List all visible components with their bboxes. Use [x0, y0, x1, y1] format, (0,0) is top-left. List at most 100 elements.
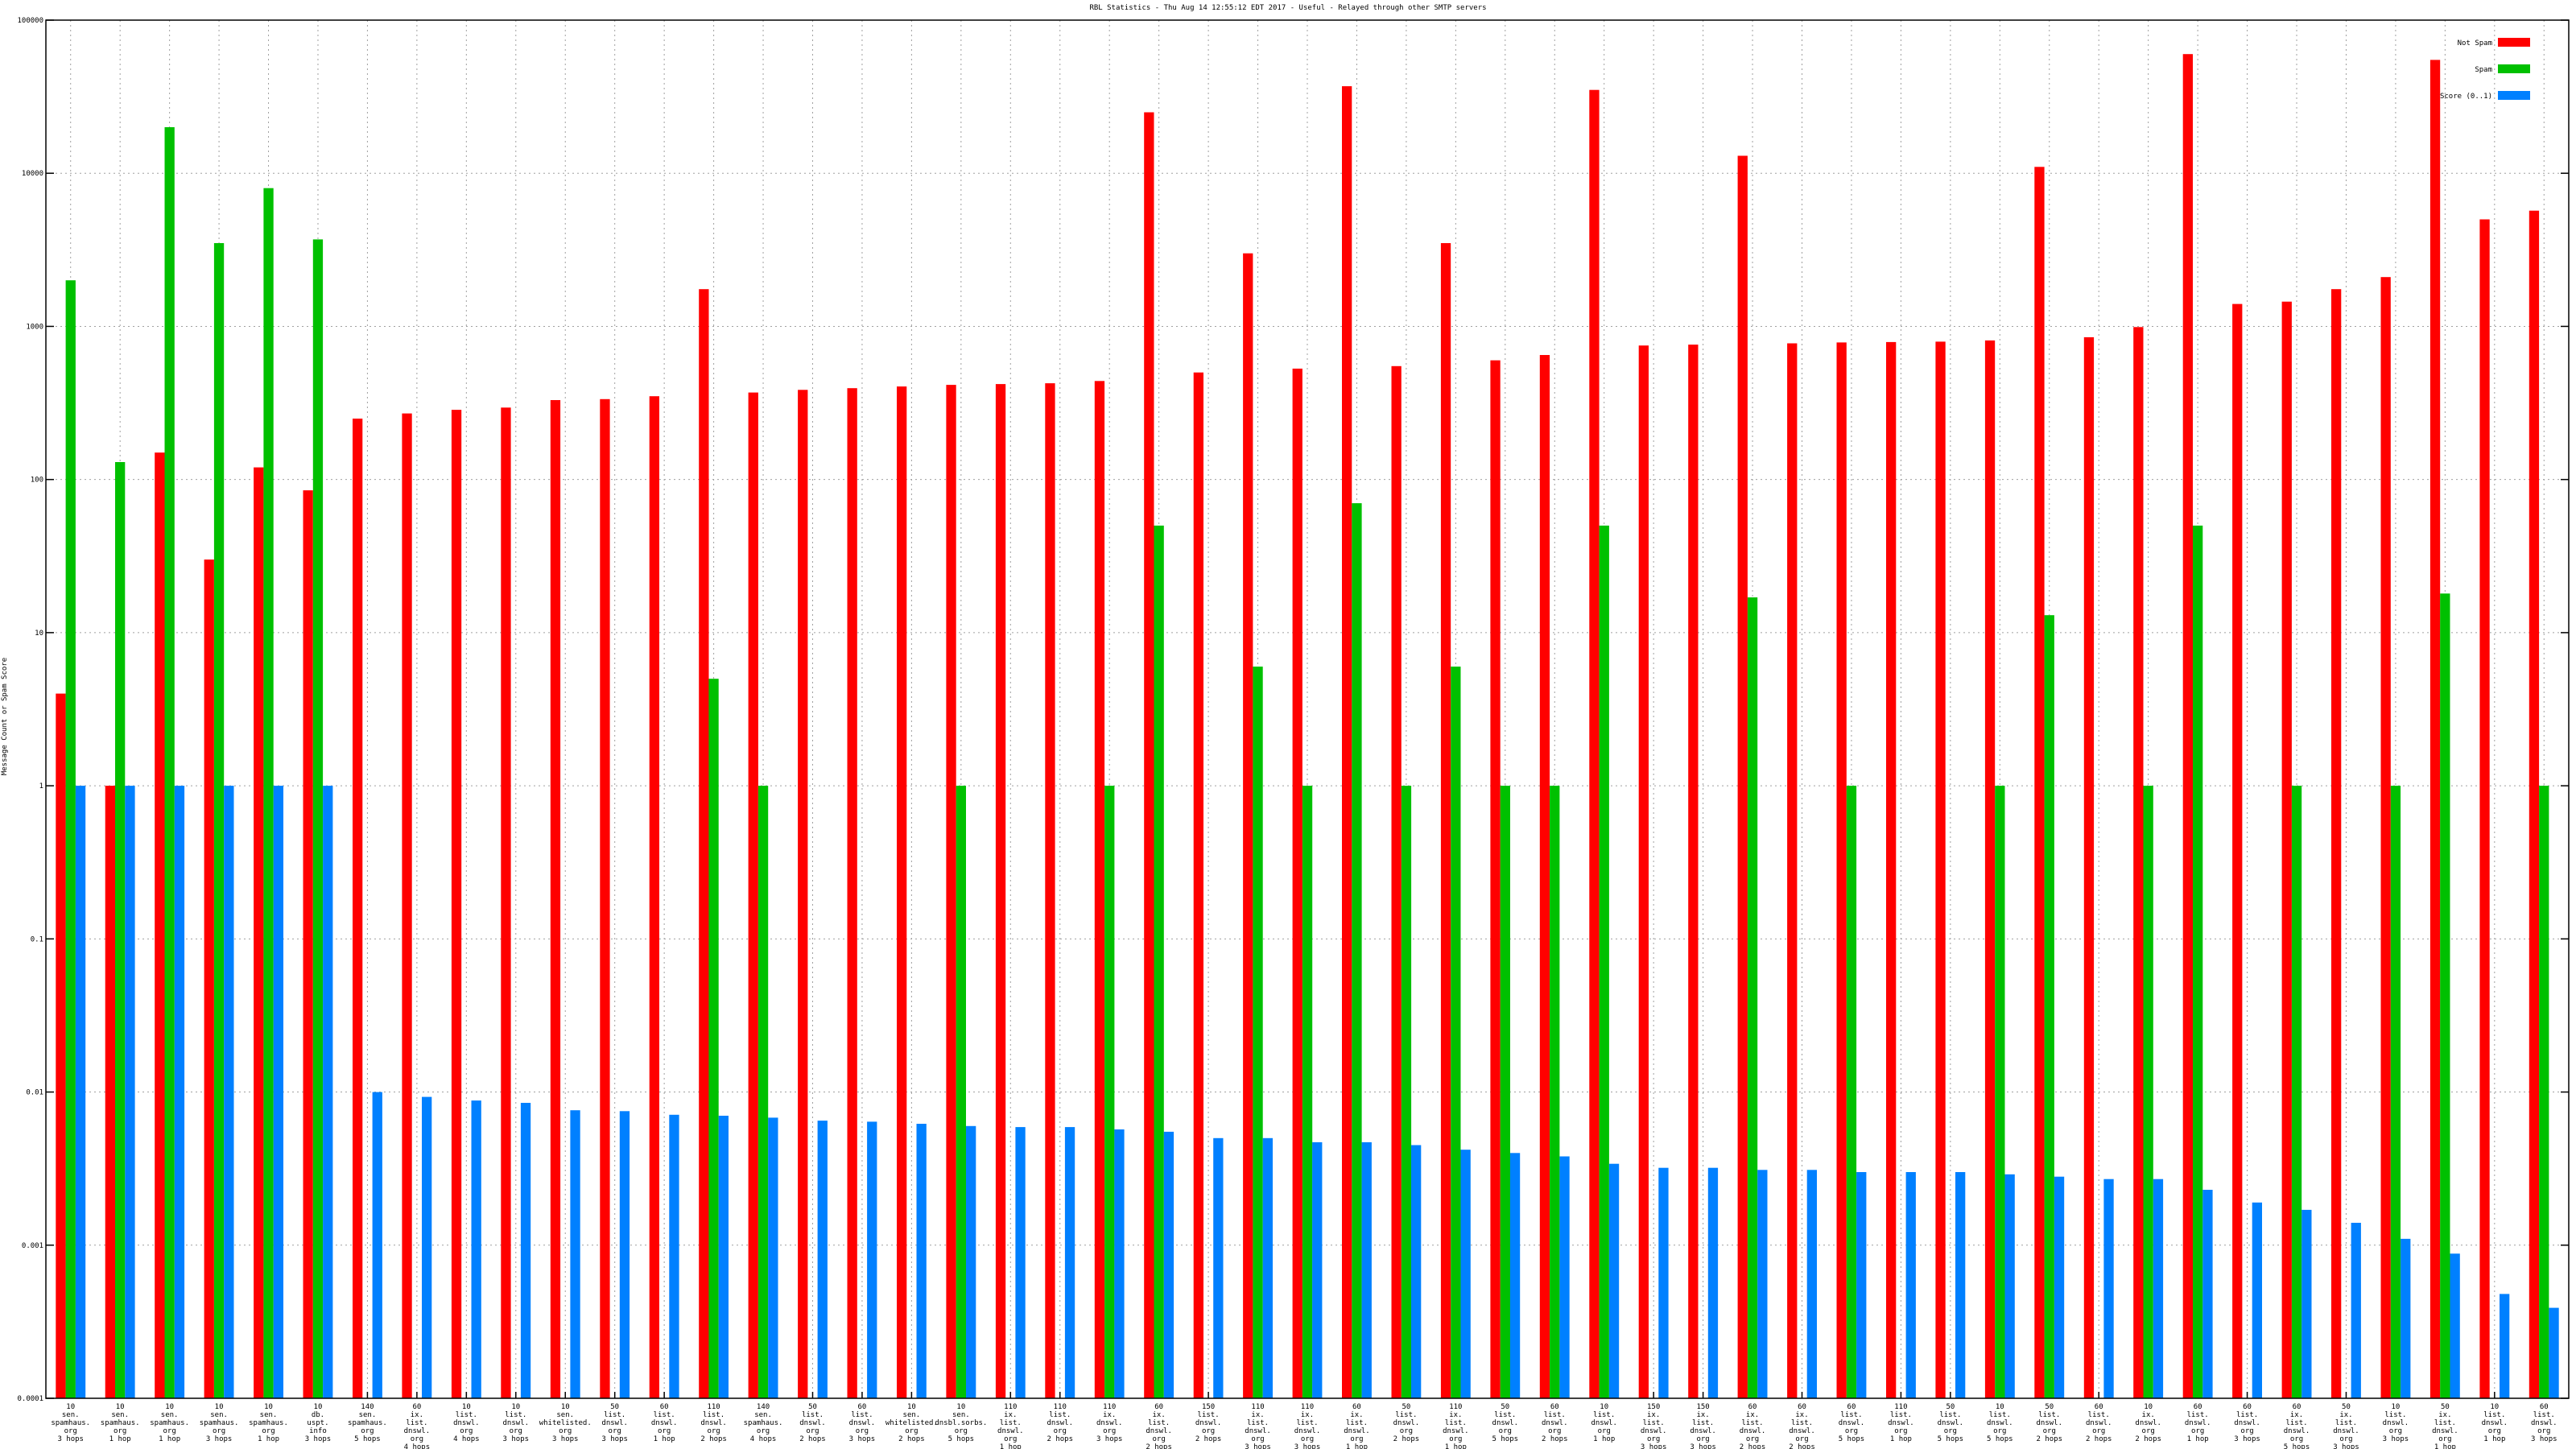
- bar-spam: [1550, 786, 1560, 1398]
- category-label: 10 sen. spamhaus. org 3 hops: [200, 1403, 239, 1443]
- chart-title: RBL Statistics - Thu Aug 14 12:55:12 EDT…: [1089, 4, 1486, 12]
- bar-not-spam: [600, 398, 610, 1398]
- bar-score-0-1: [1856, 1172, 1867, 1398]
- bar-not-spam: [1342, 86, 1352, 1399]
- bar-score-0-1: [2500, 1294, 2510, 1398]
- category-label: 110 list. dnswl. org 1 hop: [1888, 1403, 1914, 1443]
- category-label: 60 list. dnswl. org 3 hops: [2234, 1403, 2260, 1443]
- category-label: 150 list. dnswl. org 2 hops: [1195, 1403, 1222, 1443]
- bar-score-0-1: [372, 1092, 382, 1398]
- bar-score-0-1: [1213, 1137, 1224, 1398]
- category-label: 60 list. dnswl. org 2 hops: [1542, 1403, 1568, 1443]
- bar-not-spam: [2034, 167, 2045, 1398]
- category-label: 110 ix. dnswl. org 3 hops: [1096, 1403, 1123, 1443]
- category-label: 60 list. dnswl. org 2 hops: [2086, 1403, 2112, 1443]
- category-label: 60 ix. list. dnswl. org 5 hops: [2284, 1403, 2310, 1449]
- bar-spam: [2143, 786, 2153, 1398]
- bar-not-spam: [254, 467, 264, 1398]
- bar-score-0-1: [1559, 1156, 1570, 1398]
- bar-score-0-1: [1707, 1167, 1719, 1398]
- bar-not-spam: [501, 407, 511, 1398]
- bar-score-0-1: [669, 1114, 679, 1398]
- category-label: 60 ix. list. dnswl. org 4 hops: [404, 1403, 431, 1449]
- bar-not-spam: [995, 384, 1006, 1399]
- bar-score-0-1: [1658, 1167, 1669, 1398]
- bar-not-spam: [1836, 342, 1847, 1398]
- bar-not-spam: [1094, 381, 1105, 1398]
- bar-not-spam: [2133, 327, 2144, 1398]
- bar-spam: [758, 786, 769, 1398]
- bar-spam: [1995, 786, 2005, 1398]
- category-label: 10 sen. spamhaus. org 1 hop: [150, 1403, 189, 1443]
- bar-score-0-1: [1806, 1170, 1817, 1398]
- bar-not-spam: [946, 385, 956, 1399]
- bar-score-0-1: [2153, 1179, 2164, 1398]
- category-label: 60 list. dnswl. org 5 hops: [1839, 1403, 1865, 1443]
- category-label: 10 list. dnswl. org 1 hop: [2482, 1403, 2508, 1443]
- bar-not-spam: [1292, 368, 1302, 1398]
- bar-spam: [1747, 597, 1758, 1398]
- category-label: 110 ix. list. dnswl. org 3 hops: [1245, 1403, 1271, 1449]
- category-label: 10 db. uspt. info 3 hops: [305, 1403, 332, 1443]
- bar-score-0-1: [916, 1124, 927, 1398]
- category-label: 50 list. dnswl. org 3 hops: [601, 1403, 628, 1443]
- bar-not-spam: [451, 410, 462, 1399]
- category-label: 10 list. dnswl. org 4 hops: [453, 1403, 480, 1443]
- bar-spam: [164, 127, 175, 1398]
- bar-score-0-1: [1460, 1150, 1471, 1398]
- category-label: 10 sen. spamhaus. org 1 hop: [249, 1403, 288, 1443]
- bar-score-0-1: [2004, 1174, 2015, 1398]
- category-label: 60 list. dnswl. org 3 hops: [849, 1403, 876, 1443]
- bar-score-0-1: [323, 786, 333, 1398]
- bar-score-0-1: [1411, 1145, 1422, 1398]
- bar-not-spam: [1984, 340, 1996, 1398]
- bar-not-spam: [1886, 341, 1897, 1398]
- bar-score-0-1: [520, 1103, 531, 1398]
- category-label: 60 ix. list. dnswl. org 1 hop: [1344, 1403, 1370, 1449]
- bar-not-spam: [699, 289, 709, 1399]
- bar-not-spam: [402, 413, 412, 1398]
- bar-not-spam: [1737, 155, 1748, 1398]
- legend-label: Score (0..1): [2440, 93, 2492, 101]
- bar-not-spam: [1589, 89, 1600, 1399]
- category-label: 10 sen. spamhaus. org 3 hops: [51, 1403, 90, 1443]
- category-label: 10 sen. whitelisted. org 2 hops: [886, 1403, 938, 1443]
- bar-spam: [2193, 525, 2203, 1398]
- category-label: 10 list. dnswl. org 3 hops: [503, 1403, 530, 1443]
- bar-not-spam: [748, 392, 758, 1399]
- bar-score-0-1: [2103, 1179, 2114, 1398]
- category-label: 140 sen. spamhaus. org 4 hops: [744, 1403, 783, 1443]
- bar-not-spam: [1638, 345, 1649, 1399]
- legend: Not Spam Spam Score (0..1): [2440, 38, 2530, 101]
- category-label: 50 list. dnswl. org 5 hops: [1492, 1403, 1519, 1443]
- bar-score-0-1: [718, 1116, 729, 1398]
- bar-score-0-1: [2450, 1253, 2460, 1398]
- bar-not-spam: [847, 388, 857, 1399]
- category-label: 110 list. dnswl. org 2 hops: [700, 1403, 727, 1443]
- bar-spam: [1500, 786, 1510, 1398]
- bar-score-0-1: [1509, 1153, 1521, 1398]
- bar-not-spam: [204, 559, 214, 1398]
- bar-not-spam: [353, 419, 363, 1398]
- plot-frame: [45, 19, 2570, 1399]
- bar-score-0-1: [817, 1121, 828, 1398]
- bar-score-0-1: [1955, 1172, 1966, 1398]
- bar-not-spam: [2232, 303, 2243, 1399]
- category-labels: 10 sen. spamhaus. org 3 hops 10 sen. spamhaus. o…: [51, 1403, 2557, 1449]
- bar-not-spam: [1144, 112, 1154, 1398]
- bar-not-spam: [1688, 345, 1699, 1399]
- category-label: 60 list. dnswl. org 1 hop: [651, 1403, 678, 1443]
- bar-score-0-1: [2301, 1209, 2312, 1398]
- bar-not-spam: [303, 490, 313, 1398]
- bar-score-0-1: [1163, 1131, 1174, 1398]
- category-label: 110 ix. list. dnswl. org 1 hop: [997, 1403, 1024, 1449]
- category-label: 140 sen. spamhaus. org 5 hops: [348, 1403, 387, 1443]
- bar-not-spam: [1045, 383, 1055, 1399]
- category-label: 10 sen. spamhaus. org 1 hop: [101, 1403, 140, 1443]
- category-label: 10 list. dnswl. org 5 hops: [1987, 1403, 2013, 1443]
- bar-not-spam: [1440, 243, 1451, 1398]
- category-label: 110 ix. list. dnswl. org 3 hops: [1294, 1403, 1321, 1449]
- bar-score-0-1: [1757, 1170, 1768, 1398]
- category-label: 50 ix. list. dnswl. org 3 hops: [2333, 1403, 2359, 1449]
